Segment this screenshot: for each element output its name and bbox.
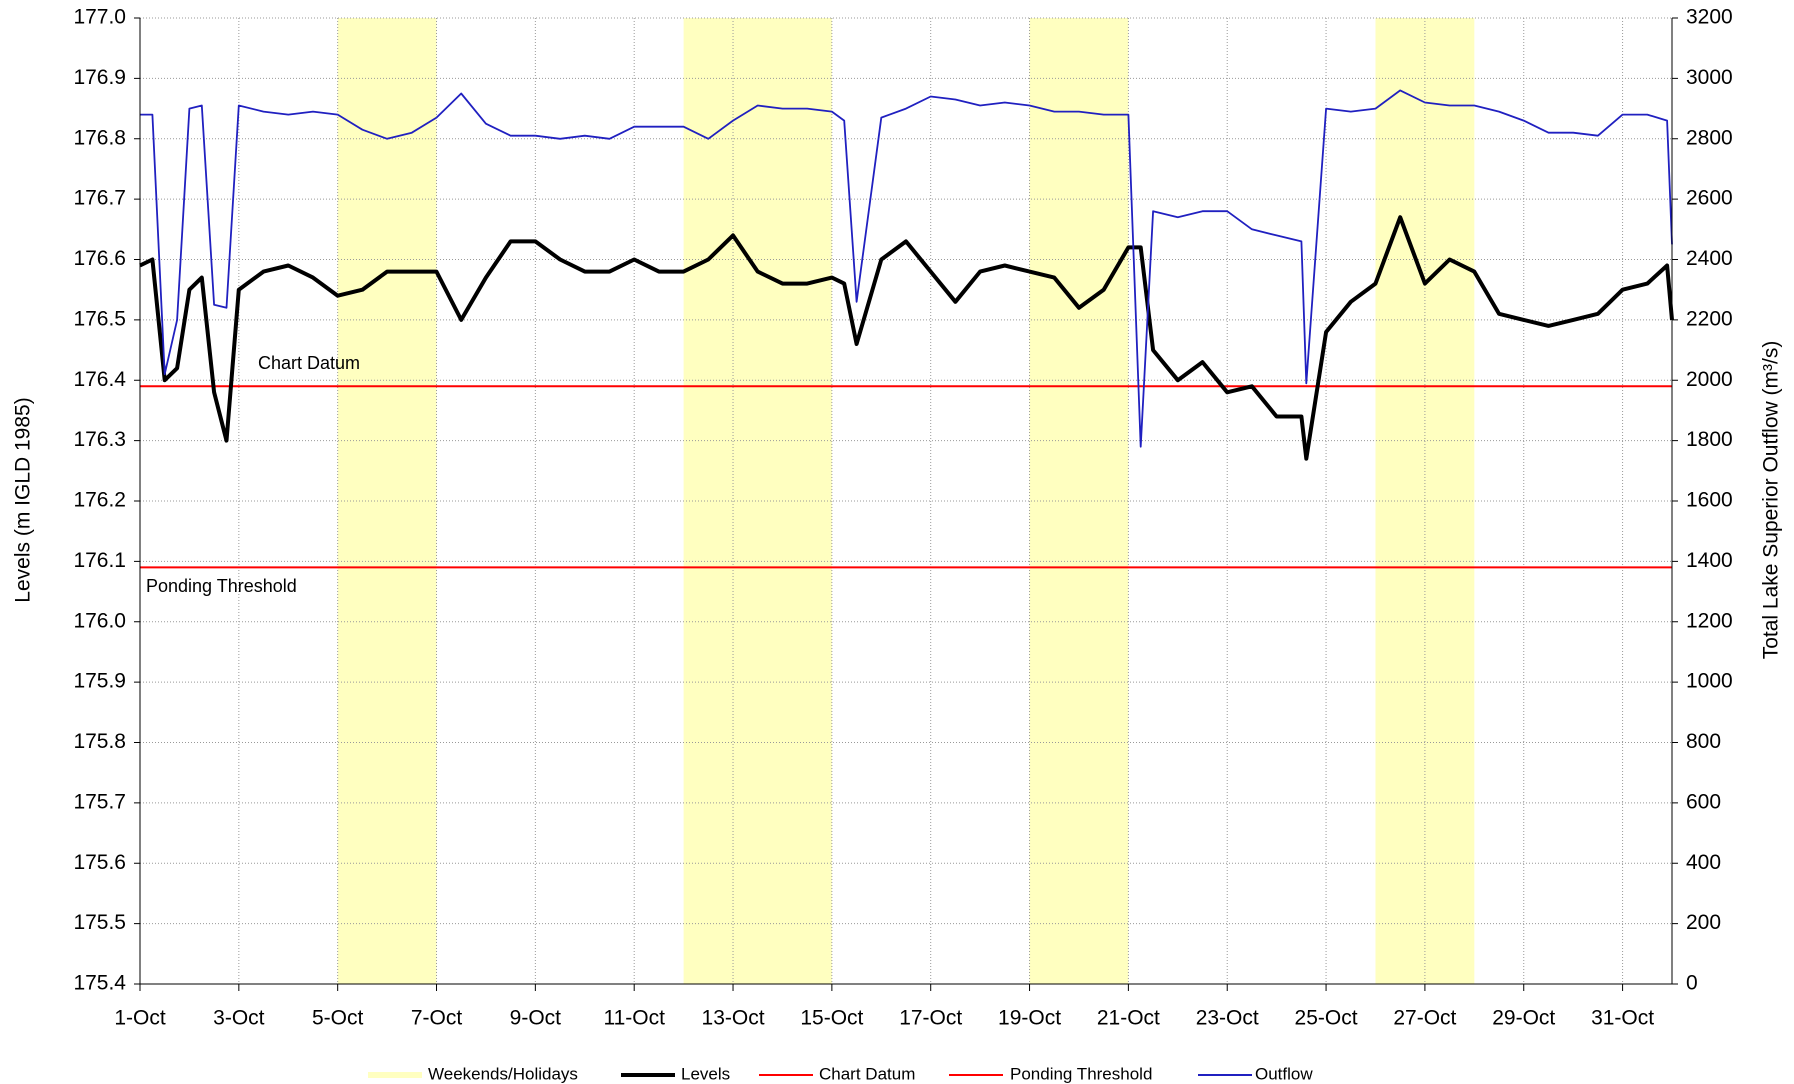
y-tick-label: 176.8 [73,126,126,149]
legend-label: Weekends/Holidays [428,1064,578,1083]
y2-tick-label: 3000 [1686,66,1733,89]
y-tick-label: 176.5 [73,307,126,330]
x-tick-label: 29-Oct [1492,1007,1555,1030]
y-tick-label: 175.9 [73,670,126,693]
y2-tick-label: 1200 [1686,609,1733,632]
x-tick-label: 9-Oct [510,1007,562,1030]
x-tick-label: 3-Oct [213,1007,265,1030]
legend-label: Levels [681,1064,730,1083]
x-tick-label: 15-Oct [800,1007,863,1030]
y2-tick-label: 0 [1686,972,1698,995]
series-line [140,89,1673,448]
x-tick-label: 31-Oct [1591,1007,1654,1030]
y2-tick-label: 2000 [1686,368,1733,391]
y-axis-label: Levels (m IGLD 1985) [12,397,35,602]
legend-label: Ponding Threshold [1010,1064,1152,1083]
y-tick-label: 176.9 [73,66,126,89]
weekend-band [337,18,437,984]
y-tick-label: 176.4 [73,368,126,391]
y2-tick-label: 2600 [1686,187,1733,210]
y-tick-label: 175.7 [73,790,126,813]
x-tick-label: 19-Oct [998,1007,1061,1030]
y2-tick-label: 200 [1686,911,1721,934]
y2-tick-label: 600 [1686,790,1721,813]
y-tick-label: 175.4 [73,972,126,995]
x-tick-label: 7-Oct [411,1007,463,1030]
y2-tick-label: 1600 [1686,489,1733,512]
x-tick-label: 5-Oct [312,1007,364,1030]
y-tick-label: 176.0 [73,609,126,632]
x-tick-label: 11-Oct [603,1007,665,1030]
y2-tick-label: 3200 [1686,6,1733,29]
y-tick-label: 175.8 [73,730,126,753]
y2-tick-label: 1400 [1686,549,1733,572]
y2-tick-label: 2800 [1686,126,1733,149]
x-tick-label: 1-Oct [114,1007,166,1030]
y-tick-label: 176.6 [73,247,126,270]
y-tick-label: 176.1 [73,549,126,572]
x-tick-label: 27-Oct [1393,1007,1456,1030]
legend-label: Chart Datum [819,1064,915,1083]
y-tick-label: 176.7 [73,187,126,210]
y-tick-label: 176.3 [73,428,126,451]
reference-label: Chart Datum [258,353,360,373]
y-tick-label: 175.5 [73,911,126,934]
series-line [139,215,1674,461]
y2-tick-label: 2200 [1686,307,1733,330]
y-tick-label: 175.6 [73,851,126,874]
y2-axis-label: Total Lake Superior Outflow (m³/s) [1760,341,1783,660]
y2-tick-label: 1000 [1686,670,1733,693]
x-tick-label: 25-Oct [1295,1007,1358,1030]
legend-label: Outflow [1255,1064,1313,1083]
x-tick-label: 17-Oct [899,1007,962,1030]
weekend-band [1029,18,1129,984]
y-tick-label: 176.2 [73,489,126,512]
weekend-band [683,18,832,984]
reference-label: Ponding Threshold [146,576,297,596]
y-tick-label: 177.0 [73,6,126,29]
x-tick-label: 21-Oct [1097,1007,1160,1030]
y2-tick-label: 800 [1686,730,1721,753]
y2-tick-label: 400 [1686,851,1721,874]
y2-tick-label: 2400 [1686,247,1733,270]
x-tick-label: 13-Oct [702,1007,765,1030]
y2-tick-label: 1800 [1686,428,1733,451]
x-tick-label: 23-Oct [1196,1007,1259,1030]
